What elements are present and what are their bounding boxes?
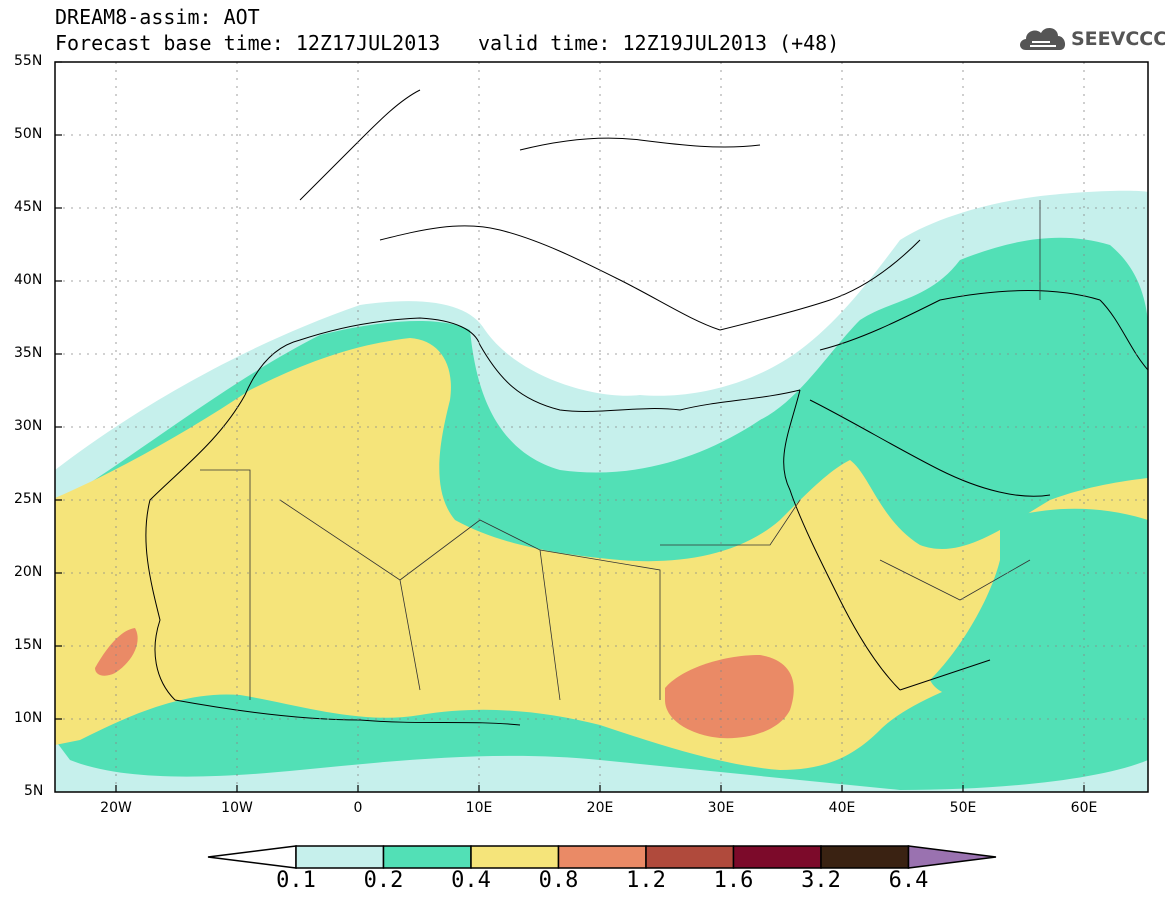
seevccc-logo: SEEVCCC [1016,22,1165,58]
forecast-base-time: Forecast base time: 12Z17JUL2013 [55,31,441,55]
logo-text: SEEVCCC [1071,28,1165,50]
lon-label: 50E [949,800,977,816]
colorbar-level-label: 0.1 [276,868,316,893]
axis-ticks [55,61,1085,792]
colorbar-level-label: 6.4 [888,868,929,893]
lat-label: 25N [14,491,43,507]
colorbar-level-label: 3.2 [801,868,841,893]
lat-label: 30N [14,418,43,434]
colorbar-level-label: 1.2 [626,868,666,893]
lon-label: 30E [707,800,735,816]
lat-label: 55N [14,53,43,69]
valid-time: valid time: 12Z19JUL2013 (+48) [478,31,840,55]
lon-label: 0 [353,800,363,816]
lat-label: 5N [24,783,44,799]
lat-label: 20N [14,564,43,580]
lat-label: 15N [14,637,43,653]
lon-label: 10E [465,800,493,816]
colorbar-level-label: 1.6 [713,868,754,893]
aot-contour-0.4 [55,338,1148,770]
coastlines [145,89,1148,726]
lon-label: 20W [100,800,132,816]
colorbar-level-label: 0.2 [363,868,404,893]
map-title: DREAM8-assim: AOT [55,5,260,29]
colorbar-level-label: 0.8 [538,868,579,893]
colorbar-level-label: 0.4 [451,868,491,893]
lon-label: 40E [828,800,856,816]
graticule [55,62,1148,792]
lat-label: 10N [14,710,43,726]
aot-contour-0.8-atlantic [95,628,138,676]
lon-label: 60E [1070,800,1098,816]
aot-contour-0.2-patch [930,508,1148,697]
country-borders [200,200,1041,701]
cloud-icon [1020,27,1066,50]
lon-label: 20E [586,800,614,816]
lat-label: 40N [14,272,43,288]
aot-contour-0.8-sudan [665,655,794,739]
lat-label: 50N [14,126,43,142]
lon-label: 10W [221,800,253,816]
lat-label: 35N [14,345,43,361]
lat-label: 45N [14,199,43,215]
